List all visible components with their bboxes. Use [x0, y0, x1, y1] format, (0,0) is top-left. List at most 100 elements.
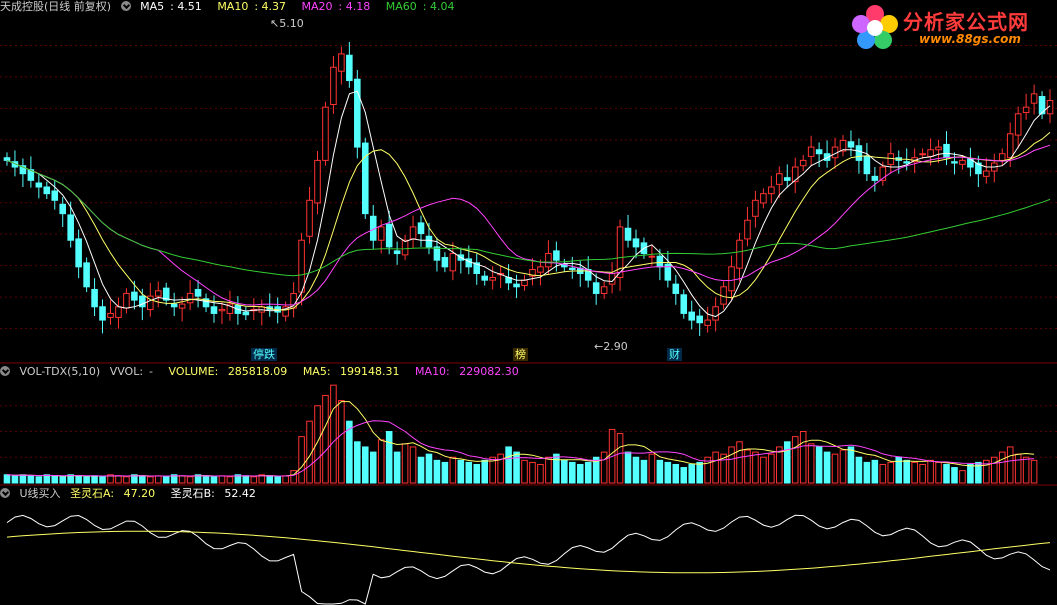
- candle-up: [998, 153, 1006, 161]
- volume-bar: [1006, 446, 1014, 484]
- volume-bar: [107, 474, 114, 484]
- volume-bar: [393, 451, 401, 484]
- marker-ranking[interactable]: 榜: [513, 348, 528, 361]
- volume-bar: [656, 459, 664, 484]
- marker-finance[interactable]: 财: [667, 348, 682, 361]
- candle-down: [385, 223, 393, 248]
- volume-bar: [489, 456, 496, 484]
- volume-bar: [322, 394, 329, 484]
- candle-up: [1022, 106, 1030, 113]
- candle-up: [107, 312, 114, 318]
- volume-settings-icon[interactable]: [0, 366, 10, 376]
- candle-up: [600, 286, 608, 294]
- volume-bar: [815, 446, 823, 484]
- volume-bar: [290, 470, 297, 484]
- oscillator-header: U线买入 圣灵石A: 47.20 圣灵石B: 52.42: [0, 487, 268, 500]
- volume-bar: [266, 475, 274, 484]
- volume-bar: [990, 456, 998, 484]
- low-annotation: ←2.90: [594, 340, 628, 353]
- candle-down: [847, 141, 855, 148]
- price-header: 天成控股(日线 前复权) MA5: 4.51 MA10: 4.37 MA20: …: [0, 0, 466, 13]
- ma60-line: [6, 159, 1051, 277]
- volume-bar: [967, 463, 974, 484]
- volume-bar: [887, 461, 895, 484]
- volume-bar: [202, 475, 210, 484]
- candle-up: [537, 266, 544, 273]
- volume-bar: [330, 384, 337, 484]
- volume-bar: [194, 474, 202, 484]
- high-annotation: ↖5.10: [270, 17, 304, 30]
- candle-up: [545, 253, 552, 268]
- candle-down: [43, 186, 51, 195]
- candle-down: [59, 203, 67, 215]
- candle-up: [282, 306, 289, 317]
- volume-bar: [959, 470, 966, 484]
- candle-down: [346, 54, 353, 82]
- osc-b-value: 52.42: [224, 487, 256, 500]
- ma60-label: MA60: [385, 0, 417, 13]
- settings-icon[interactable]: [120, 1, 131, 11]
- ma5-readout: MA5: 4.51: [140, 0, 202, 13]
- volume-bar: [672, 463, 680, 484]
- volume-bar: [298, 436, 305, 484]
- volume-bar: [927, 459, 934, 484]
- volume-bar: [3, 474, 11, 484]
- site-logo[interactable]: 分析家公式网 www.88gs.com: [851, 4, 1051, 50]
- candle-down: [1038, 96, 1046, 115]
- volume-bar: [847, 446, 855, 484]
- volume-bar: [704, 456, 711, 484]
- volume-title: VOL-TDX(5,10): [19, 365, 101, 378]
- candle-down: [632, 238, 640, 248]
- candle-up: [186, 292, 194, 304]
- candle-down: [27, 169, 35, 181]
- volume-bar: [728, 446, 735, 484]
- volume-bar: [346, 420, 353, 484]
- volume-bar: [624, 451, 632, 484]
- candle-down: [823, 153, 831, 161]
- volume-bar: [648, 453, 656, 484]
- volume-bar: [584, 461, 592, 484]
- volume-bar: [537, 463, 544, 484]
- volume-bar: [449, 456, 457, 484]
- candle-up: [1030, 93, 1038, 104]
- candle-up: [807, 146, 815, 157]
- ma10-line: [6, 132, 1051, 311]
- volume-bar: [123, 476, 130, 484]
- candle-up: [799, 159, 807, 167]
- candle-up: [959, 159, 966, 165]
- candle-up: [178, 303, 186, 309]
- candle-down: [99, 306, 106, 321]
- vol-ma5-readout: MA5: 199148.31: [303, 365, 406, 378]
- volume-bar: [752, 451, 759, 484]
- candle-up: [935, 146, 942, 151]
- volume-bar: [736, 441, 743, 484]
- volume-bar: [569, 461, 576, 484]
- marker-limit-down[interactable]: 停跌: [251, 348, 277, 361]
- candle-down: [242, 311, 250, 316]
- candle-down: [67, 214, 74, 241]
- volume-bar: [545, 456, 552, 484]
- volume-bar: [441, 461, 449, 484]
- oscillator-b-line: [6, 514, 1051, 605]
- volume-bar: [616, 433, 624, 484]
- volume-bar: [75, 475, 82, 484]
- volume-bar: [11, 475, 19, 484]
- volume-bar: [823, 451, 831, 484]
- candle-up: [306, 199, 313, 237]
- candle-down: [441, 257, 449, 268]
- volume-bar: [768, 453, 775, 484]
- vol-ma10-readout: MA10: 229082.30: [415, 365, 525, 378]
- volume-bar: [680, 467, 688, 484]
- candle-up: [314, 159, 321, 204]
- candle-up: [648, 255, 656, 258]
- candle-up: [1006, 133, 1014, 159]
- ma60-readout: MA60: 4.04: [385, 0, 455, 13]
- vol-ma10-value: 229082.30: [459, 365, 519, 378]
- oscillator-settings-icon[interactable]: [0, 488, 10, 498]
- volume-bar: [218, 475, 226, 484]
- candle-down: [162, 287, 170, 301]
- volume-bar: [35, 476, 43, 484]
- candle-up: [449, 253, 457, 272]
- candle-up: [521, 279, 528, 286]
- volume-readout: VOLUME: 285818.09: [169, 365, 294, 378]
